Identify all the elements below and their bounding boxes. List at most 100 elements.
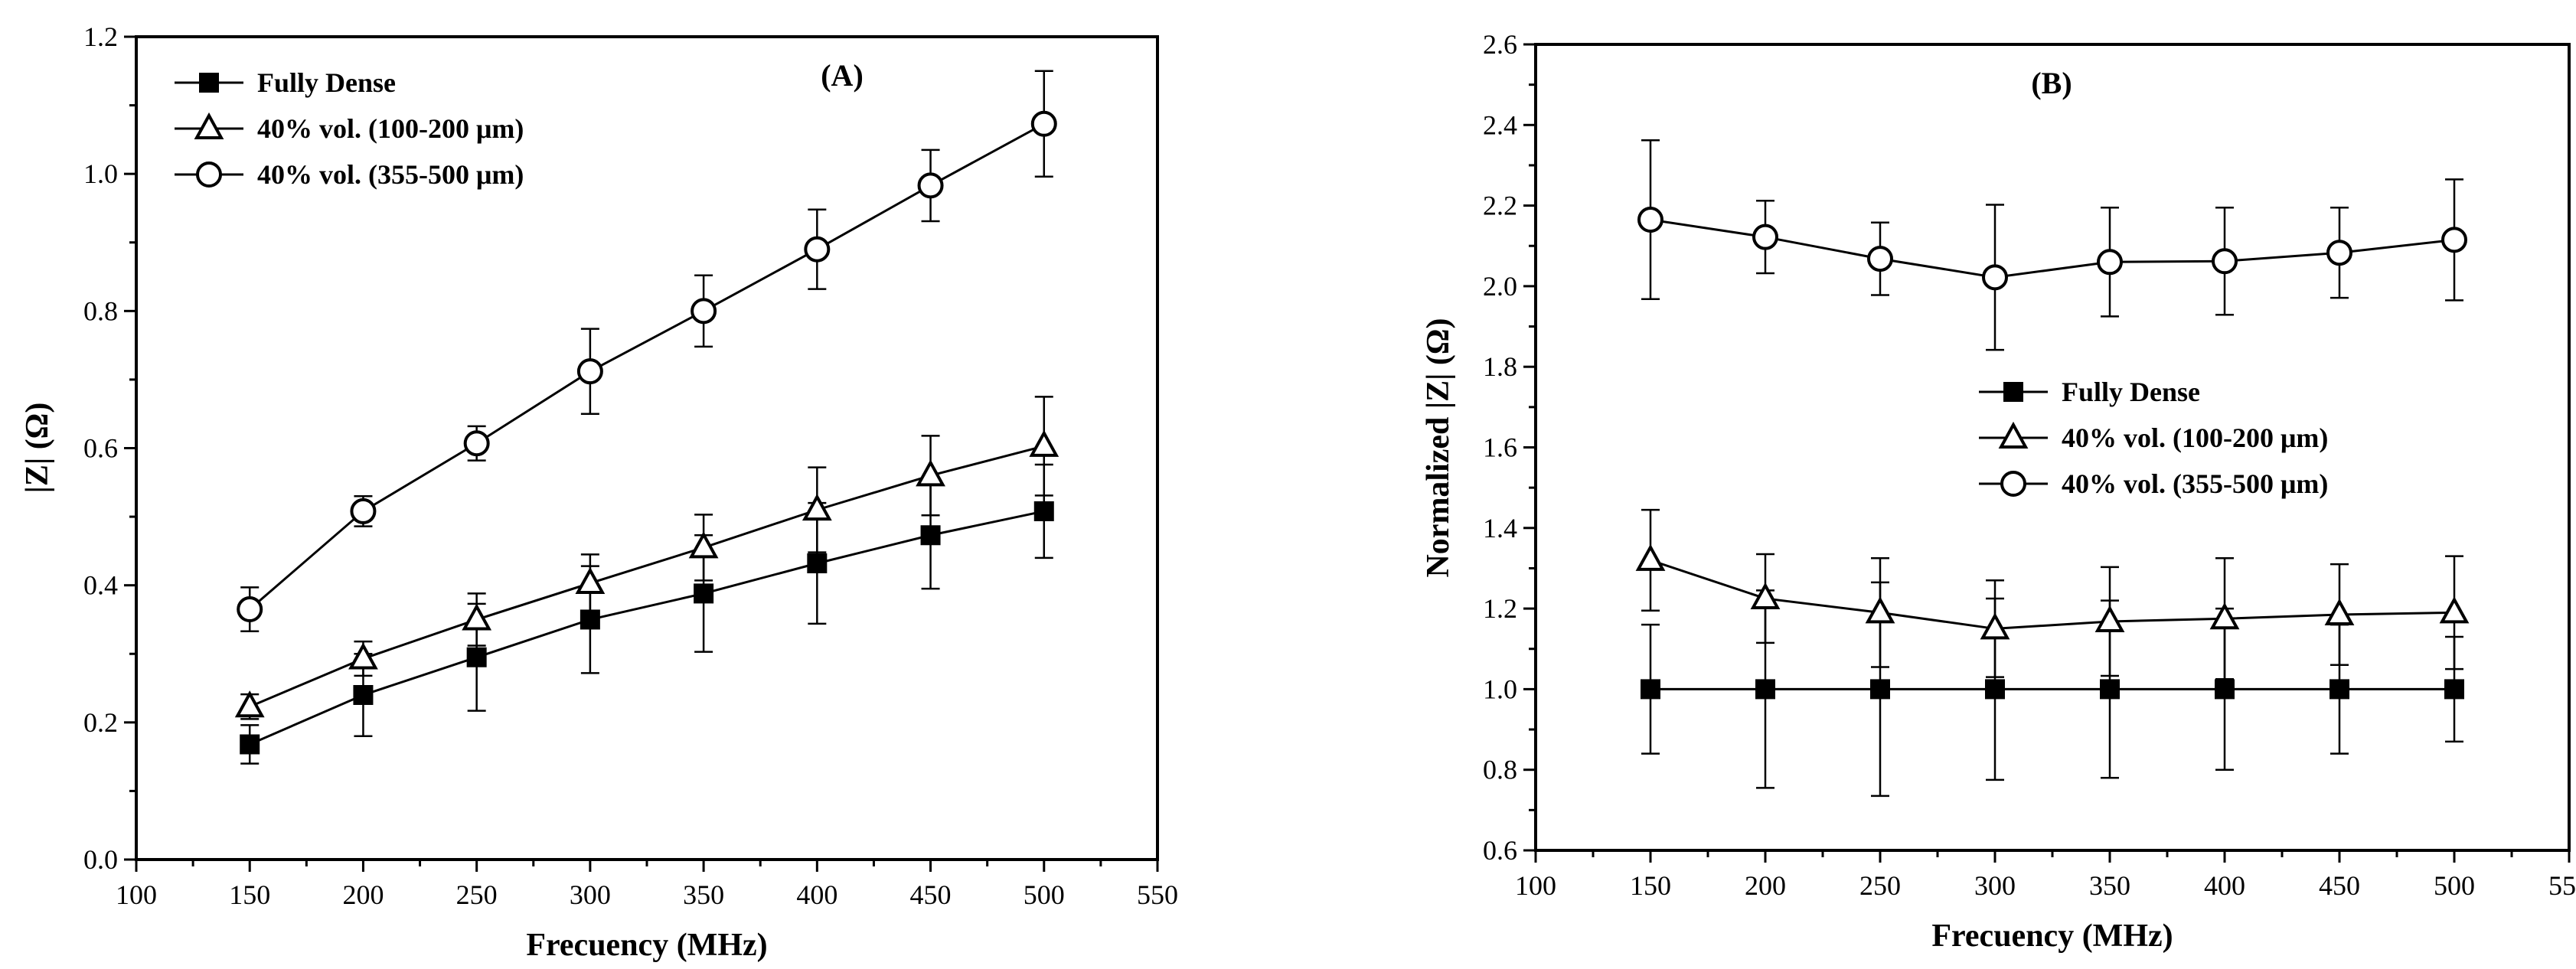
panel-b-y-tick-label: 0.8 [1483, 755, 1517, 785]
panel-a-y-axis-title: |Z| (Ω) [20, 403, 55, 494]
panel-a-x-tick-label: 350 [683, 879, 724, 910]
panel-b-y-tick-label: 2.6 [1483, 29, 1517, 60]
panel-a-marks [234, 70, 1059, 765]
panel-a-x-tick-label: 100 [116, 879, 157, 910]
panel-b-x-tick-label: 100 [1515, 870, 1556, 901]
panel-b-series-2-point [1980, 612, 2010, 640]
panel-a-series-1-point [1033, 501, 1054, 521]
panel-a-series-3-point [463, 430, 490, 457]
panel-a-x-tick-label: 250 [456, 879, 498, 910]
panel-b-y-axis-title: Normalized |Z| (Ω) [1421, 318, 1456, 577]
panel-a-series-1-point [240, 734, 260, 755]
panel-b-label: (B) [2031, 66, 2072, 100]
panel-a-y-tick-label: 0.8 [83, 295, 118, 326]
panel-b-y-tick-label: 2.0 [1483, 271, 1517, 302]
panel-a-series-3-point [804, 236, 831, 263]
panel-b-y-tick-label: 1.6 [1483, 432, 1517, 463]
panel-b-legend-label: 40% vol. (100-200 μm) [2062, 423, 2328, 453]
panel-a-series-1-point [466, 647, 487, 667]
panel-a-series-1-point [694, 583, 714, 604]
panel-b-plot-frame [1534, 43, 2571, 852]
panel-a-x-tick-label: 450 [910, 879, 952, 910]
panel-b-series-1-point [2444, 679, 2464, 700]
panel-a-x-tick-label: 400 [796, 879, 837, 910]
panel-a-series-3-point [576, 358, 603, 385]
panel-b-x-tick-label: 450 [2319, 870, 2360, 901]
panel-a-series-2-point [348, 642, 378, 670]
panel-a-x-tick-label: 150 [229, 879, 270, 910]
panel-a-series-3-point [917, 172, 944, 199]
panel-b-series-1-point [2330, 679, 2349, 700]
panel-b-x-tick-label: 500 [2434, 870, 2475, 901]
panel-b-y-tick-label: 2.2 [1483, 191, 1517, 221]
panel-a-series-3-line [249, 122, 1045, 611]
panel-a-legend-marker [196, 162, 222, 188]
panel-b-x-tick-label: 400 [2204, 870, 2245, 901]
panel-b-y-tick-label: 1.8 [1483, 351, 1517, 382]
panel-b-series-3-point [1637, 207, 1663, 233]
panel-a-series-2-line [249, 445, 1045, 708]
panel-a-y-tick-label: 0.4 [83, 570, 118, 601]
panel-b-series-1-point [1870, 679, 1890, 700]
panel-b-series-3-point [1867, 246, 1893, 272]
panel-b-marks [1635, 139, 2470, 798]
panel-b-legend-label: 40% vol. (355-500 μm) [2062, 468, 2328, 499]
panel-b-series-2-point [2439, 596, 2470, 624]
panel-b-y-tick-label: 1.2 [1483, 593, 1517, 624]
panel-b-series-3-point [2097, 249, 2123, 276]
panel-b-x-tick-label: 250 [1859, 870, 1901, 901]
panel-a-series-1-point [920, 525, 941, 546]
panel-a-y-tick-label: 0.0 [83, 844, 118, 875]
panel-b-series-3-point [1982, 264, 2008, 291]
panel-b-series-2-point [2209, 602, 2240, 630]
panel-a-y-tick-label: 1.2 [83, 21, 118, 52]
panel-b-series-2-point [1635, 543, 1666, 571]
panel-a-legend-marker [194, 112, 224, 139]
panel-a-series-1-line [249, 510, 1045, 746]
panel-b-series-2-point [2094, 605, 2125, 632]
panel-b-legend-label: Fully Dense [2062, 377, 2200, 407]
panel-a-series-2-point [688, 531, 719, 559]
panel-a-legend-label: Fully Dense [257, 67, 396, 98]
panel-b-series-3-point [2441, 227, 2467, 253]
panel-a-legend-marker [199, 73, 219, 93]
panel-a-legend-label: 40% vol. (100-200 μm) [257, 113, 524, 144]
panel-b-series-3-line [1650, 218, 2455, 279]
panel-b-series-3-point [2212, 248, 2238, 275]
panel-a-x-tick-label: 500 [1024, 879, 1065, 910]
panel-b-series-2-point [2324, 598, 2355, 625]
panel-b-y-tick-label: 0.6 [1483, 835, 1517, 866]
panel-b-x-tick-label: 350 [2089, 870, 2130, 901]
panel-a-x-tick-label: 550 [1137, 879, 1178, 910]
panel-b-x-tick-label: 150 [1630, 870, 1671, 901]
panel-b-series-1-point [1985, 679, 2005, 700]
panel-a-series-3-point [691, 298, 717, 325]
panel-b-series-1-point [1641, 679, 1660, 700]
panel-b-series-3-point [1752, 223, 1778, 250]
panel-b-ticks: 100 150 200 250 300 350 400 450 500 550 0.6 0.8 1.0 1… [1483, 29, 2576, 901]
panel-b-legend-marker [1998, 421, 2029, 449]
panel-b-legend: Fully Dense 40% vol. (100-200 μm) 40% vol.… [1979, 377, 2328, 499]
panel-a-x-tick-label: 200 [342, 879, 384, 910]
panel-a-legend: Fully Dense 40% vol. (100-200 μm) 40% vol.… [175, 67, 524, 190]
panel-a-y-tick-label: 1.0 [83, 158, 118, 189]
panel-a-series-2-point [916, 459, 945, 487]
panel-b-y-tick-label: 1.4 [1483, 513, 1517, 543]
panel-a-series-1-point [807, 553, 828, 573]
panel-a-series-3-point [1030, 110, 1057, 137]
panel-b-series-3-point [2326, 240, 2352, 266]
panel-b-series-1-point [2100, 679, 2120, 700]
panel-b-series-2-point [1865, 596, 1895, 624]
panel-a-series-1-point [353, 685, 374, 705]
panel-a-series-2-point [234, 690, 265, 718]
panel-b-y-tick-label: 1.0 [1483, 674, 1517, 704]
panel-a-x-tick-label: 300 [570, 879, 611, 910]
panel-b-series-2-line [1650, 559, 2455, 630]
panel-b-x-tick-label: 550 [2548, 870, 2576, 901]
panel-a-legend-label: 40% vol. (355-500 μm) [257, 159, 524, 190]
panel-b-series-1-point [2215, 679, 2235, 700]
panel-a-ticks: 100 150 200 250 300 350 400 450 500 550 0.0 0.2 0.4 0… [83, 21, 1178, 910]
panel-a-series-2-point [575, 566, 606, 594]
panel-b-x-tick-label: 300 [1974, 870, 2016, 901]
